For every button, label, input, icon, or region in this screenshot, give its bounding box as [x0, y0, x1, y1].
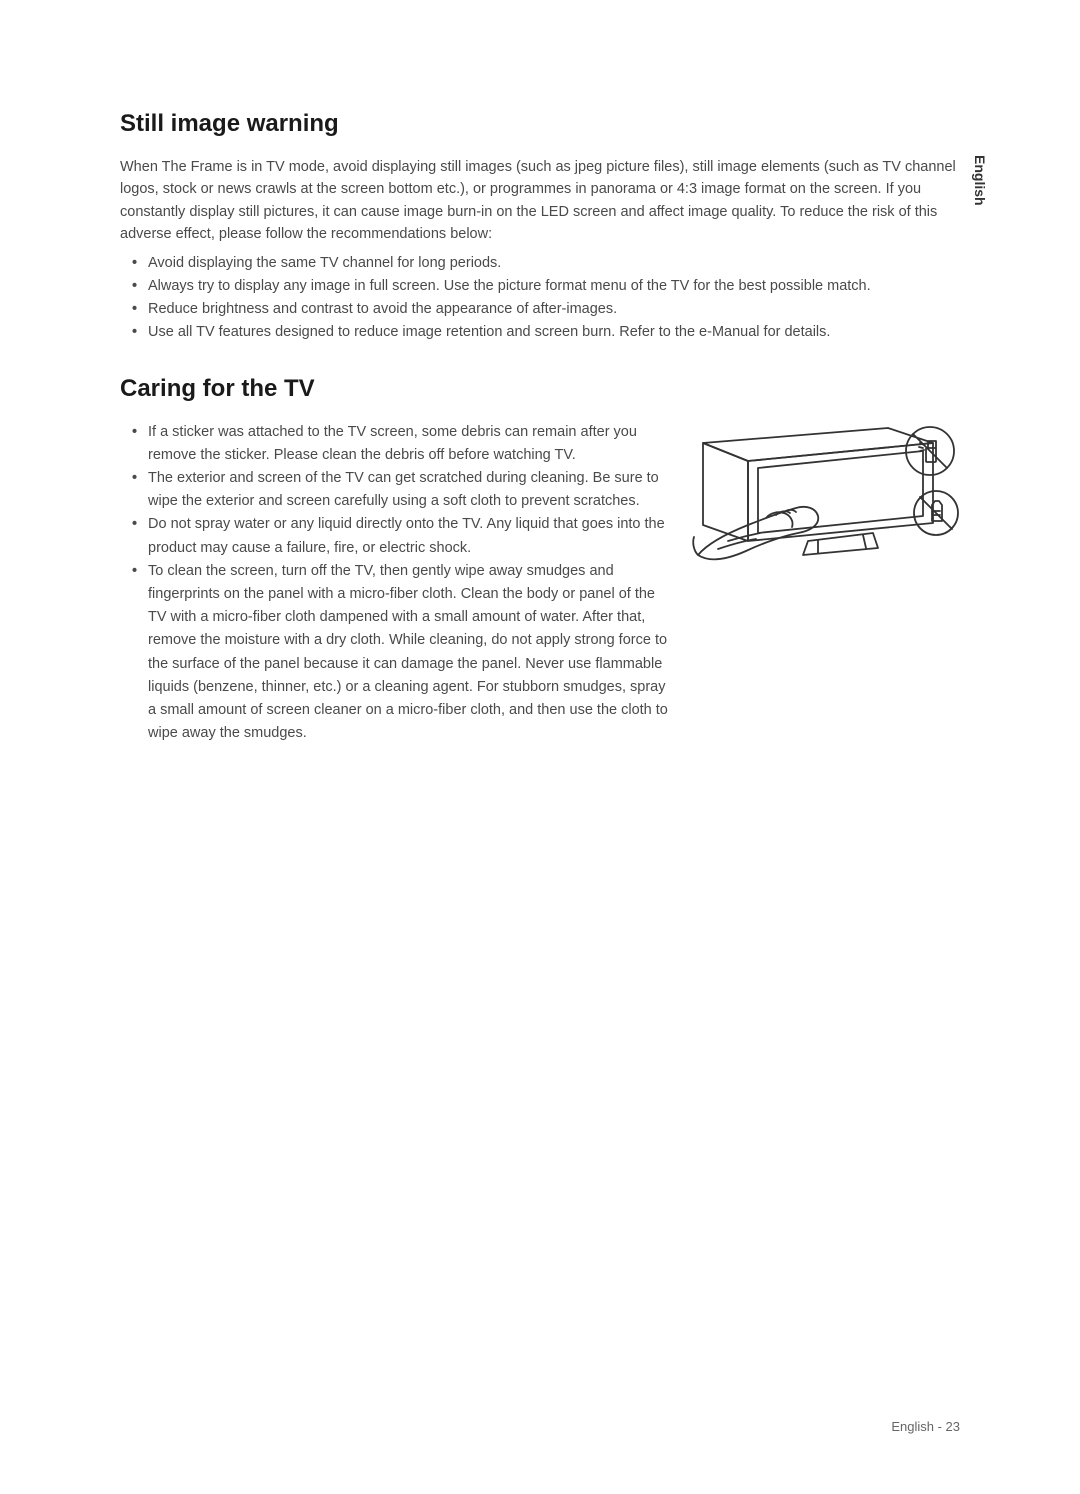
list-item: To clean the screen, turn off the TV, th… [148, 560, 670, 746]
section-heading-still-image: Still image warning [120, 110, 960, 138]
list-item: Reduce brightness and contrast to avoid … [148, 298, 960, 321]
page-content: Still image warning When The Frame is in… [120, 110, 960, 745]
tv-cleaning-icon [688, 413, 960, 573]
list-item: Always try to display any image in full … [148, 275, 960, 298]
cleaning-illustration [688, 375, 960, 746]
section-paragraph-still-image: When The Frame is in TV mode, avoid disp… [120, 156, 960, 246]
language-side-label: English [972, 155, 988, 206]
section-caring: Caring for the TV If a sticker was attac… [120, 375, 960, 746]
page-footer: English - 23 [891, 1419, 960, 1434]
section-heading-caring: Caring for the TV [120, 375, 670, 403]
list-item: The exterior and screen of the TV can ge… [148, 467, 670, 513]
list-item: If a sticker was attached to the TV scre… [148, 421, 670, 467]
bullet-list-still-image: Avoid displaying the same TV channel for… [120, 252, 960, 345]
list-item: Do not spray water or any liquid directl… [148, 513, 670, 559]
list-item: Avoid displaying the same TV channel for… [148, 252, 960, 275]
list-item: Use all TV features designed to reduce i… [148, 321, 960, 344]
bullet-list-caring: If a sticker was attached to the TV scre… [120, 421, 670, 746]
section-caring-text: Caring for the TV If a sticker was attac… [120, 375, 670, 746]
